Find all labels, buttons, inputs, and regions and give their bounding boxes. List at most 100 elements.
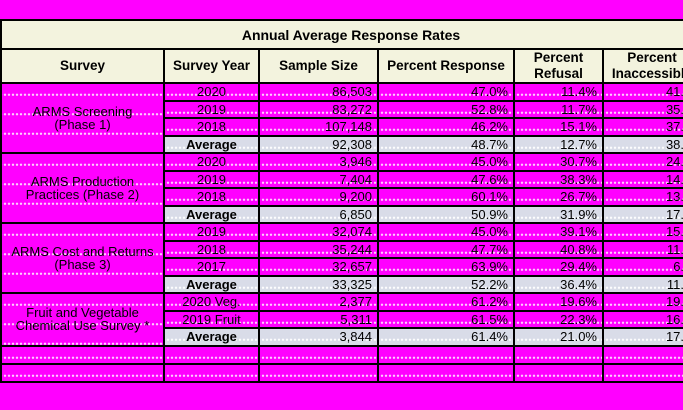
empty-row	[0, 362, 683, 383]
sample-size-cell: 3,946	[258, 152, 379, 172]
percent-refusal-cell: 11.4%	[513, 82, 604, 102]
survey-year-cell: 2018	[163, 117, 260, 137]
empty-cell	[601, 362, 683, 383]
col-header-percent-refusal: Percent Refusal	[513, 48, 604, 84]
survey-year-cell: 2019	[163, 222, 260, 242]
average-percent-inaccessible-cell: 17.	[601, 204, 683, 224]
table-header-row: Survey Survey Year Sample Size Percent R…	[0, 48, 683, 84]
survey-year-cell: 2020 Veg.	[163, 292, 260, 312]
table-row: 2019 83,272 52.8% 11.7% 35.	[1, 99, 683, 119]
sample-size-cell: 35,244	[258, 239, 379, 259]
table-row: ARMS Cost and Returns (Phase 3) 2019 32,07…	[0, 222, 683, 294]
average-sample-size-cell: 92,308	[258, 134, 379, 154]
percent-inaccessible-cell: 41.	[601, 82, 683, 102]
empty-cell	[163, 344, 260, 365]
percent-refusal-cell: 40.8%	[513, 239, 604, 259]
average-percent-response-cell: 52.2%	[377, 274, 515, 294]
table-title: Annual Average Response Rates	[0, 19, 683, 50]
empty-cell	[377, 362, 515, 383]
percent-inaccessible-cell: 24.	[601, 152, 683, 172]
percent-inaccessible-cell: 6.	[601, 257, 683, 277]
survey-group-label: ARMS Screening (Phase 1)	[0, 82, 165, 154]
survey-year-cell: 2018	[163, 187, 260, 207]
average-percent-refusal-cell: 21.0%	[513, 327, 604, 347]
empty-cell	[0, 362, 165, 383]
empty-cell	[513, 362, 604, 383]
table-row: ARMS Production Practices (Phase 2) 2020 3…	[0, 152, 683, 224]
sample-size-cell: 2,377	[258, 292, 379, 312]
percent-refusal-cell: 15.1%	[513, 117, 604, 137]
survey-group-label: ARMS Production Practices (Phase 2)	[0, 152, 165, 224]
percent-inaccessible-cell: 35.	[601, 99, 683, 119]
sample-size-cell: 7,404	[258, 169, 379, 189]
average-percent-inaccessible-cell: 17.	[601, 327, 683, 347]
average-row: Average 33,325 52.2% 36.4% 11.	[1, 274, 683, 294]
survey-year-cell: 2020	[163, 82, 260, 102]
percent-response-cell: 45.0%	[377, 222, 515, 242]
percent-refusal-cell: 39.1%	[513, 222, 604, 242]
percent-response-cell: 47.6%	[377, 169, 515, 189]
average-label-cell: Average	[163, 204, 260, 224]
percent-inaccessible-cell: 11.	[601, 239, 683, 259]
response-rates-table: Annual Average Response Rates Survey Sur…	[0, 19, 683, 383]
table-row: 2017 32,657 63.9% 29.4% 6.	[1, 257, 683, 277]
sample-size-cell: 86,503	[258, 82, 379, 102]
survey-year-cell: 2019 Fruit	[163, 309, 260, 329]
col-header-percent-response: Percent Response	[377, 48, 515, 84]
sample-size-cell: 9,200	[258, 187, 379, 207]
sample-size-cell: 32,657	[258, 257, 379, 277]
empty-row	[0, 344, 683, 365]
average-label-cell: Average	[163, 327, 260, 347]
average-percent-refusal-cell: 36.4%	[513, 274, 604, 294]
empty-cell	[513, 344, 604, 365]
table-row: Fruit and Vegetable Chemical Use Survey …	[0, 292, 683, 347]
percent-response-cell: 52.8%	[377, 99, 515, 119]
percent-inaccessible-cell: 13.	[601, 187, 683, 207]
percent-refusal-cell: 38.3%	[513, 169, 604, 189]
percent-response-cell: 45.0%	[377, 152, 515, 172]
table-row: 2019 Fruit 5,311 61.5% 22.3% 16.	[1, 309, 683, 329]
survey-year-cell: 2019	[163, 169, 260, 189]
average-percent-refusal-cell: 31.9%	[513, 204, 604, 224]
col-header-survey-year: Survey Year	[163, 48, 260, 84]
col-header-sample-size: Sample Size	[258, 48, 379, 84]
percent-refusal-cell: 30.7%	[513, 152, 604, 172]
percent-response-cell: 61.5%	[377, 309, 515, 329]
percent-response-cell: 61.2%	[377, 292, 515, 312]
table-title-row: Annual Average Response Rates	[0, 19, 683, 50]
col-header-survey: Survey	[0, 48, 165, 84]
col-header-percent-inaccessible: Percent Inaccessible	[601, 48, 683, 84]
survey-group-label: ARMS Cost and Returns (Phase 3)	[0, 222, 165, 294]
table-row: 2018 107,148 46.2% 15.1% 37.	[1, 117, 683, 137]
percent-response-cell: 47.0%	[377, 82, 515, 102]
average-sample-size-cell: 6,850	[258, 204, 379, 224]
empty-cell	[258, 344, 379, 365]
survey-year-cell: 2020	[163, 152, 260, 172]
empty-cell	[258, 362, 379, 383]
sample-size-cell: 32,074	[258, 222, 379, 242]
survey-group-label: Fruit and Vegetable Chemical Use Survey …	[0, 292, 165, 347]
average-label-cell: Average	[163, 134, 260, 154]
empty-cell	[601, 344, 683, 365]
survey-year-cell: 2018	[163, 239, 260, 259]
percent-response-cell: 60.1%	[377, 187, 515, 207]
percent-inaccessible-cell: 14.	[601, 169, 683, 189]
percent-inaccessible-cell: 37.	[601, 117, 683, 137]
table-row: ARMS Screening (Phase 1) 2020 86,503 47.0% 1…	[0, 82, 683, 154]
average-percent-response-cell: 48.7%	[377, 134, 515, 154]
average-percent-inaccessible-cell: 11.	[601, 274, 683, 294]
average-sample-size-cell: 33,325	[258, 274, 379, 294]
average-percent-inaccessible-cell: 38.	[601, 134, 683, 154]
sample-size-cell: 5,311	[258, 309, 379, 329]
percent-response-cell: 63.9%	[377, 257, 515, 277]
percent-refusal-cell: 11.7%	[513, 99, 604, 119]
average-sample-size-cell: 3,844	[258, 327, 379, 347]
sample-size-cell: 107,148	[258, 117, 379, 137]
sample-size-cell: 83,272	[258, 99, 379, 119]
percent-refusal-cell: 19.6%	[513, 292, 604, 312]
average-percent-response-cell: 50.9%	[377, 204, 515, 224]
average-percent-response-cell: 61.4%	[377, 327, 515, 347]
percent-response-cell: 47.7%	[377, 239, 515, 259]
empty-cell	[163, 362, 260, 383]
